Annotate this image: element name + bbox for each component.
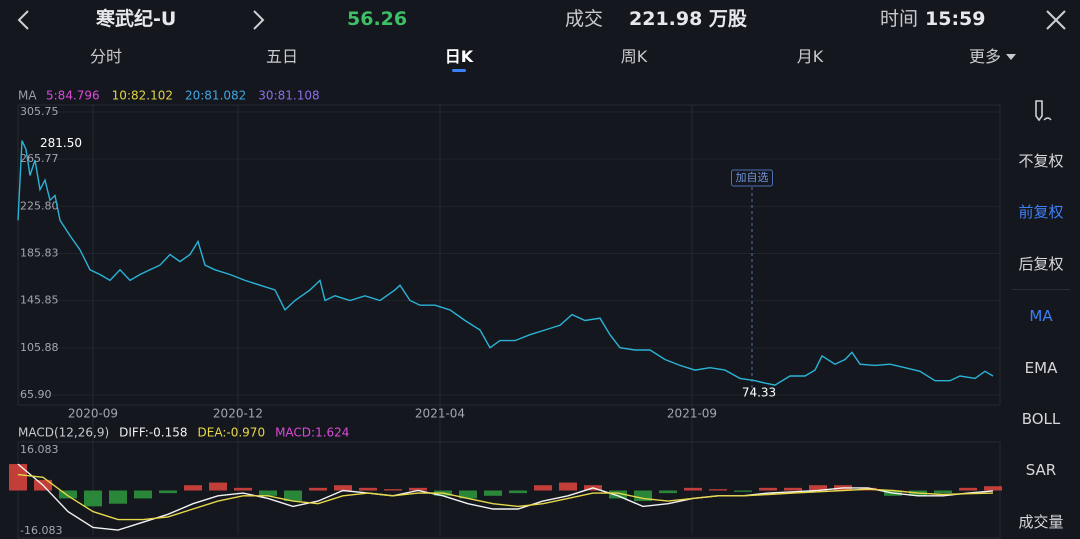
annotation: 281.50 (40, 136, 82, 150)
marker-label: 加自选 (736, 171, 769, 184)
sidebar-item[interactable]: BOLL (1021, 410, 1061, 428)
back-button[interactable] (14, 8, 34, 32)
tab-underline (452, 69, 466, 72)
macd-bar (659, 490, 677, 494)
y-tick-label: 65.90 (20, 388, 52, 401)
macd-bar (759, 487, 777, 491)
indicator-value: 20:81.082 (185, 89, 246, 103)
macd-bar (609, 490, 627, 499)
next-button[interactable] (248, 8, 268, 32)
macd-bar (134, 490, 152, 499)
sidebar-divider (1012, 289, 1070, 290)
charts: MA 5:84.796 10:82.102 20:81.082 30:81.108 65.… (9, 89, 1002, 539)
volume: 221.98 万股 (629, 8, 747, 30)
macd-bar (959, 487, 977, 491)
marker-tag (731, 169, 773, 187)
sidebar-item[interactable]: 后复权 (1018, 255, 1064, 273)
time-label: 时间 (880, 8, 919, 30)
legend-item: MACD:1.624 (275, 426, 349, 440)
sidebar-item[interactable]: SAR (1025, 461, 1057, 479)
macd-bar (309, 487, 327, 491)
macd-bar (784, 487, 802, 491)
indicator-label: MA (18, 89, 37, 103)
macd-bar (59, 490, 77, 499)
macd-bar (409, 487, 427, 491)
y-tick-label: 305.75 (20, 105, 59, 118)
macd-bar (734, 490, 752, 492)
macd-bar (509, 490, 527, 494)
macd-bar (459, 490, 477, 499)
volume-label: 成交 (565, 8, 604, 30)
macd-bar (634, 490, 652, 502)
y-tick-label: -16.083 (20, 524, 62, 537)
macd-bar (159, 490, 177, 494)
macd-bar (84, 490, 102, 507)
sidebar-item[interactable]: MA (1029, 307, 1053, 325)
sidebar-item[interactable]: 成交量 (1018, 513, 1064, 531)
tab[interactable]: 分时 (89, 47, 123, 66)
x-tick-label: 2020-09 (68, 407, 118, 421)
dropdown-arrow (1006, 54, 1016, 60)
x-tick-label: 2020-12 (213, 407, 263, 421)
macd-bar (184, 485, 202, 491)
macd-bar (384, 489, 402, 491)
sidebar-item[interactable]: 不复权 (1018, 152, 1064, 170)
macd-bar (709, 489, 727, 491)
y-tick-label: 185.83 (20, 246, 59, 259)
plot-frame (17, 104, 1001, 406)
macd-bar (9, 464, 27, 491)
indicator-value: 30:81.108 (258, 89, 319, 103)
price: 56.26 (347, 8, 408, 30)
tab[interactable]: 月K (796, 47, 824, 66)
macd-line (17, 473, 994, 521)
tab[interactable]: 更多 (968, 47, 1002, 66)
x-tick-label: 2021-09 (667, 407, 717, 421)
sidebar-item[interactable]: EMA (1024, 359, 1058, 377)
macd-bar (259, 490, 277, 496)
sidebar-item[interactable]: 前复权 (1018, 203, 1064, 221)
annotation: 74.33 (742, 386, 776, 400)
indicator-value: 5:84.796 (46, 89, 100, 103)
tab[interactable]: 日K (444, 47, 474, 66)
tab[interactable]: 五日 (265, 47, 299, 66)
macd-bar (234, 487, 252, 491)
macd-line (17, 463, 994, 531)
macd-bar (559, 482, 577, 491)
time: 15:59 (925, 8, 986, 30)
macd-bar (334, 485, 352, 491)
y-tick-label: 16.083 (20, 443, 59, 456)
price-line (17, 140, 994, 386)
indicator-title: MACD(12,26,9) (18, 426, 109, 440)
indicator-value: 10:82.102 (112, 89, 173, 103)
macd-bar (109, 490, 127, 504)
draw-tool-icon[interactable] (1030, 98, 1054, 124)
macd-bar (284, 490, 302, 502)
macd-bar (209, 482, 227, 491)
y-tick-label: 265.77 (20, 152, 59, 165)
close-button[interactable] (1044, 8, 1068, 32)
y-tick-label: 105.88 (20, 341, 59, 354)
macd-bar (484, 490, 502, 496)
macd-bar (984, 486, 1002, 491)
legend-item: DIFF:-0.158 (119, 426, 187, 440)
y-tick-label: 145.85 (20, 294, 59, 307)
macd-bar (809, 485, 827, 491)
legend-item: DEA:-0.970 (198, 426, 266, 440)
macd-bar (534, 485, 552, 491)
macd-bar (359, 487, 377, 491)
macd-bar (684, 487, 702, 491)
y-tick-label: 225.80 (20, 199, 59, 212)
tab[interactable]: 周K (620, 47, 648, 66)
stock-name: 寒武纪-U (96, 8, 177, 30)
x-tick-label: 2021-04 (415, 407, 465, 421)
macd-bar (934, 490, 952, 494)
